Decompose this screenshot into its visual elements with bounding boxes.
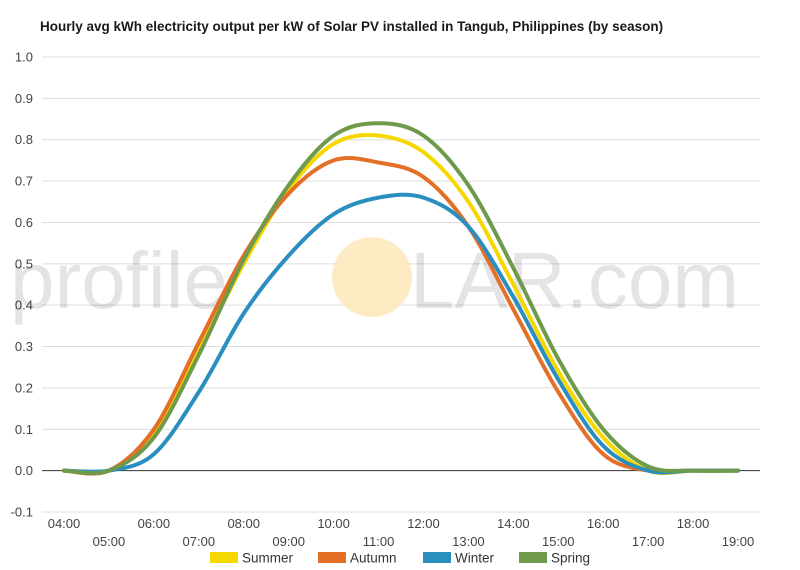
x-tick-label: 15:00 [542, 534, 575, 549]
watermark-logo: profile LAR.com [10, 236, 739, 325]
y-tick-label: 0.5 [15, 256, 33, 271]
watermark-text-right: LAR.com [410, 236, 739, 325]
x-tick-label: 05:00 [93, 534, 126, 549]
y-tick-label: 0.2 [15, 380, 33, 395]
legend-swatch-winter [423, 552, 451, 563]
y-axis-ticks: 1.0 0.9 0.8 0.7 0.6 0.5 0.4 0.3 0.2 0.1 0.0 -0.1 [11, 50, 33, 520]
series-line-winter [62, 192, 740, 475]
y-tick-label: 1.0 [15, 50, 33, 65]
watermark-text-left: profile [10, 236, 228, 325]
x-tick-label: 12:00 [407, 516, 440, 531]
y-tick-label: 0.8 [15, 132, 33, 147]
legend-swatch-spring [519, 552, 547, 563]
y-tick-label: 0.9 [15, 91, 33, 106]
x-axis-ticks: 04:00 06:00 08:00 10:00 12:00 14:00 16:00 18:00… [48, 516, 755, 549]
y-tick-label: 0.7 [15, 174, 33, 189]
x-tick-label: 09:00 [272, 534, 305, 549]
legend-label-winter: Winter [455, 551, 495, 566]
x-tick-label: 17:00 [632, 534, 665, 549]
x-tick-label: 14:00 [497, 516, 530, 531]
watermark-sun [332, 237, 412, 317]
legend-swatch-autumn [318, 552, 346, 563]
series-line-autumn [62, 156, 740, 476]
y-tick-label: 0.6 [15, 215, 33, 230]
x-tick-label: 16:00 [587, 516, 620, 531]
y-tick-label: 0.4 [15, 298, 33, 313]
x-tick-label: 08:00 [227, 516, 260, 531]
x-tick-label: 19:00 [722, 534, 755, 549]
series-line-summer [62, 133, 740, 476]
legend: Summer Autumn Winter Spring [210, 551, 590, 566]
legend-swatch-summer [210, 552, 238, 563]
x-tick-label: 04:00 [48, 516, 81, 531]
y-tick-label: 0.0 [15, 463, 33, 478]
legend-label-autumn: Autumn [350, 551, 397, 566]
x-tick-label: 13:00 [452, 534, 485, 549]
series-lines [62, 121, 740, 476]
x-tick-label: 07:00 [183, 534, 216, 549]
series-line-spring [62, 121, 740, 476]
x-tick-label: 11:00 [363, 534, 395, 549]
y-tick-label: 0.3 [15, 339, 33, 354]
x-tick-label: 18:00 [677, 516, 710, 531]
legend-label-summer: Summer [242, 551, 294, 566]
chart-title: Hourly avg kWh electricity output per kW… [40, 19, 664, 34]
grid-lines [42, 56, 760, 513]
y-tick-label: -0.1 [11, 505, 33, 520]
x-tick-label: 06:00 [138, 516, 171, 531]
y-tick-label: 0.1 [15, 422, 33, 437]
x-tick-label: 10:00 [317, 516, 350, 531]
legend-label-spring: Spring [551, 551, 590, 566]
